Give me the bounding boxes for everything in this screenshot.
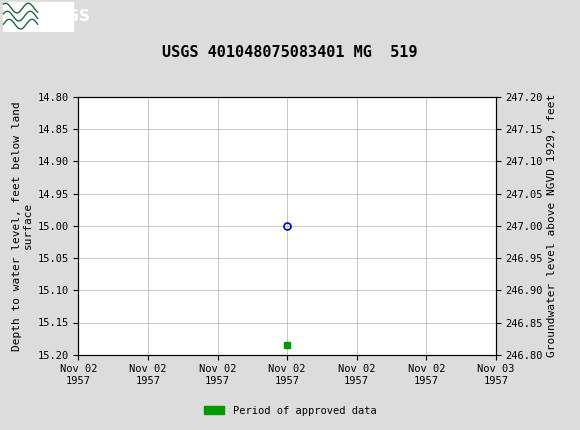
FancyBboxPatch shape	[3, 2, 72, 31]
Y-axis label: Groundwater level above NGVD 1929, feet: Groundwater level above NGVD 1929, feet	[548, 94, 557, 357]
Legend: Period of approved data: Period of approved data	[200, 402, 380, 420]
Text: USGS: USGS	[44, 9, 90, 24]
Y-axis label: Depth to water level, feet below land
surface: Depth to water level, feet below land su…	[12, 101, 33, 350]
Text: USGS 401048075083401 MG  519: USGS 401048075083401 MG 519	[162, 46, 418, 60]
